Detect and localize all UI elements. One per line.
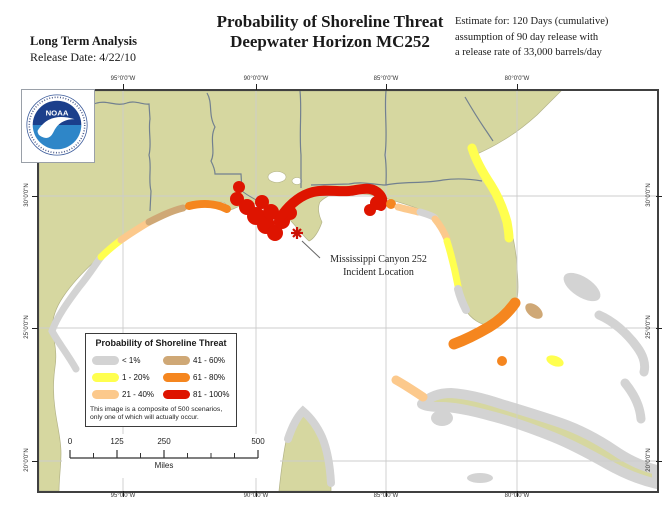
noaa-logo: NOAA <box>21 89 95 163</box>
axis-tick <box>386 84 387 90</box>
lat-label-left-1: 25°0'0"N <box>24 315 30 339</box>
lat-label-right-2: 20°0'0"N <box>646 448 652 472</box>
page-title: Probability of Shoreline Threat Deepwate… <box>165 12 495 52</box>
axis-tick <box>386 491 387 497</box>
threat-band-yellow-westflorida <box>443 237 462 290</box>
axis-tick <box>256 491 257 497</box>
scalebar-unit-label: Miles <box>154 461 174 470</box>
legend-row: < 1% <box>92 352 163 369</box>
scalebar-tick-label: 125 <box>110 437 124 446</box>
legend-label: 21 - 40% <box>122 390 155 399</box>
legend-row: 61 - 80% <box>163 369 234 386</box>
legend-row: 1 - 20% <box>92 369 163 386</box>
estimate-note: Estimate for: 120 Days (cumulative) assu… <box>455 14 661 61</box>
scale-bar: 0 125 250 500 Miles <box>62 434 280 478</box>
axis-tick <box>32 461 38 462</box>
axis-tick <box>256 84 257 90</box>
incident-label-line-2: Incident Location <box>343 267 414 278</box>
threat-band-peach-bigbend-1 <box>394 203 422 216</box>
legend-swatch-21-40 <box>92 390 119 399</box>
legend-row: 21 - 40% <box>92 386 163 403</box>
legend-swatch-lt1 <box>92 356 119 365</box>
seagull-icon <box>37 116 75 138</box>
map-canvas <box>37 89 659 493</box>
axis-tick <box>517 84 518 90</box>
release-date-label: Release Date: 4/22/10 <box>30 50 136 64</box>
cuba-island <box>417 388 657 489</box>
legend-title: Probability of Shoreline Threat <box>95 338 227 348</box>
lon-label-top-1: 90°0'0"W <box>243 76 269 82</box>
legend-label: 41 - 60% <box>193 356 226 365</box>
threat-band-gray-westflorida <box>454 285 470 314</box>
scale-bar-ticks <box>69 450 259 459</box>
title-line-1: Probability of Shoreline Threat <box>216 12 444 31</box>
incident-label: Mississippi Canyon 252 Incident Location <box>316 253 441 279</box>
estimate-line-1: Estimate for: 120 Days (cumulative) <box>455 16 609 27</box>
title-line-2: Deepwater Horizon MC252 <box>230 32 430 51</box>
legend-swatch-61-80 <box>163 373 190 382</box>
header-left: Long Term Analysis Release Date: 4/22/10 <box>30 33 137 65</box>
legend-note: This image is a composite of 500 scenari… <box>90 406 223 421</box>
legend: Probability of Shoreline Threat < 1% 1 -… <box>85 333 237 427</box>
scalebar-tick-label: 250 <box>157 437 171 446</box>
axis-tick <box>656 461 662 462</box>
offshore-blobs <box>467 272 650 483</box>
estimate-line-3: a release rate of 33,000 barrels/day <box>455 47 602 58</box>
estimate-line-2: assumption of 90 day release with <box>455 31 599 43</box>
threat-band-orange-louisiana <box>185 200 231 213</box>
axis-tick <box>32 196 38 197</box>
legend-row: 41 - 60% <box>163 352 234 369</box>
axis-tick <box>123 84 124 90</box>
threat-band-orange-panhandle <box>386 199 396 209</box>
threat-band-gray-yucatan <box>284 405 335 487</box>
threat-bands <box>48 143 521 487</box>
noaa-logo-text: NOAA <box>46 108 69 117</box>
incident-leader-line <box>301 240 321 259</box>
threat-band-peach-bigbend-2 <box>431 215 451 243</box>
legend-swatch-81-100 <box>163 390 190 399</box>
map-svg <box>39 91 657 491</box>
legend-grid: < 1% 1 - 20% 21 - 40% 41 - 60% 61 - 80% … <box>92 352 234 403</box>
threat-band-red-coast <box>277 183 388 220</box>
state-borders <box>39 91 494 212</box>
lon-label-top-3: 80°0'0"W <box>504 76 530 82</box>
scalebar-tick-label: 500 <box>251 437 265 446</box>
scalebar-tick-label: 0 <box>67 437 73 446</box>
legend-label: 81 - 100% <box>193 390 230 399</box>
analysis-type-label: Long Term Analysis <box>30 34 137 48</box>
lon-label-top-0: 95°0'0"W <box>110 76 136 82</box>
lat-label-right-1: 25°0'0"N <box>646 315 652 339</box>
axis-tick <box>32 328 38 329</box>
legend-swatch-41-60 <box>163 356 190 365</box>
incident-label-line-1: Mississippi Canyon 252 <box>330 254 427 265</box>
legend-label: 61 - 80% <box>193 373 226 382</box>
legend-row: 81 - 100% <box>163 386 234 403</box>
noaa-ring-text <box>28 96 86 154</box>
lat-label-left-0: 30°0'0"N <box>24 183 30 207</box>
lat-label-right-0: 30°0'0"N <box>646 183 652 207</box>
axis-tick <box>123 491 124 497</box>
lat-label-left-2: 20°0'0"N <box>24 448 30 472</box>
legend-label: 1 - 20% <box>122 373 150 382</box>
legend-swatch-1-20 <box>92 373 119 382</box>
lon-label-top-2: 85°0'0"W <box>373 76 399 82</box>
axis-tick <box>656 196 662 197</box>
threat-band-peach-cuba <box>391 375 428 402</box>
threat-band-gray-texas <box>48 253 105 373</box>
axis-tick <box>656 328 662 329</box>
threat-band-tan-texas <box>145 204 187 226</box>
incident-marker-icon <box>291 227 303 239</box>
isla-juventud-blob <box>431 410 453 426</box>
threat-band-yellow-atlantic <box>467 143 514 243</box>
axis-tick <box>517 491 518 497</box>
legend-label: < 1% <box>122 356 141 365</box>
threat-band-orange-southflorida <box>448 297 521 350</box>
